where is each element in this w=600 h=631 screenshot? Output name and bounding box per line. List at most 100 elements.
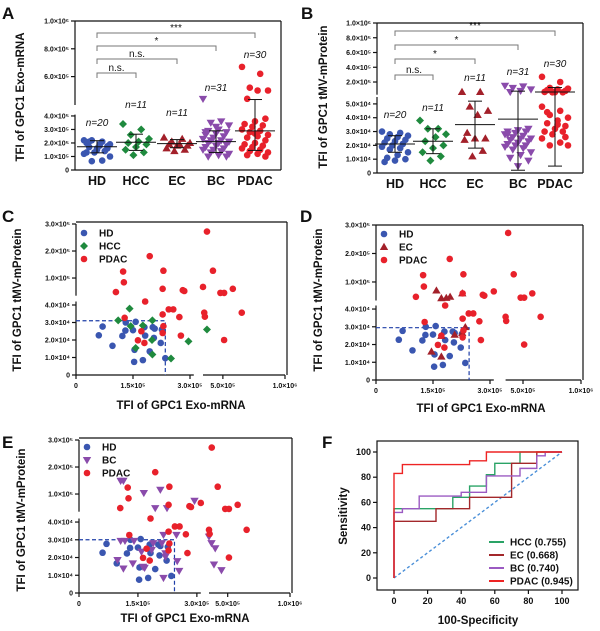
data-point [182,530,190,538]
data-point [161,553,170,561]
data-point [549,131,556,138]
data-point [141,339,148,347]
data-point [151,505,160,513]
data-point [140,564,149,573]
data-point [422,331,429,339]
y-tick-label: 6.0×10⁵ [346,50,371,57]
y-tick-label: 1.0×10⁵ [44,154,69,161]
n-label: n=31 [507,67,530,78]
group-BC: n=31 [196,83,236,161]
y-tick-label: 2.0×10⁵ [45,249,70,256]
data-point [225,505,233,513]
x-tick-label: 1.0×10⁶ [273,383,298,390]
panel-A: A 0 1.0×10⁵ 2.0×10⁵ 3.0×10⁵ 4.0×10⁵ 6.0×10⁵ 8.0… [2,4,282,188]
y-tick-label: 2.0×10⁴ [345,342,371,349]
y-tick-label: 8.0×10⁵ [44,46,69,53]
panel-letter: C [2,207,14,226]
data-point [262,115,269,122]
y-tick-label: 2.0×10⁴ [45,338,71,345]
data-point [114,316,123,325]
x-tick-label: 100 [554,596,569,606]
data-point [165,528,172,535]
data-point [246,84,254,92]
data-point [404,148,412,156]
data-point [396,144,404,152]
category-label: HCC [419,177,446,191]
data-point [490,288,498,295]
x-tick-label: 3.0×10⁵ [184,601,209,608]
data-point [386,146,394,153]
data-point [217,567,226,575]
data-point [450,330,459,338]
data-point [506,154,515,162]
group-HD: n=20 [77,118,117,165]
n-label: n=11 [125,100,147,111]
data-point [441,302,449,309]
legend-marker [82,457,92,465]
data-point [481,292,488,299]
y-axis-title: TFI of GPC1 tMV-mProtein [16,448,28,591]
group-HD: n=20 [375,110,415,166]
data-point [83,149,90,156]
data-point [147,515,154,522]
y-tick-label: 20 [361,548,371,558]
data-point [506,136,515,145]
data-point [441,344,448,351]
data-point [123,550,131,557]
data-point [465,102,474,110]
data-point [106,153,114,160]
legend-item: HCC [80,242,121,253]
data-point [95,331,103,339]
data-point [243,151,251,159]
n-label: n=20 [384,110,407,121]
panel-letter: B [301,4,313,23]
y-tick-label: 2.0×10⁵ [44,140,69,147]
legend-item: HD [80,229,113,240]
data-point [508,84,517,93]
data-point [442,130,450,139]
data-point [219,133,228,141]
data-point [172,531,181,540]
data-point [119,332,126,340]
y-tick-label: 2.0×10⁴ [346,143,372,150]
n-label: n=30 [244,50,267,61]
data-point [437,352,446,360]
cutoff-dashed-line [376,327,470,380]
data-point [528,290,536,297]
y-tick-label: 4.0×10⁴ [346,115,372,122]
y-tick-label: 1.0×10⁴ [345,360,371,367]
data-point [98,157,106,164]
data-point [159,285,166,293]
data-point [149,540,158,548]
group-HCC: n=11 [413,103,453,165]
y-axis-title: TFI of GPC1 tMV-mProtein [318,25,330,168]
data-point [546,142,554,149]
category-label: EC [466,177,483,191]
data-point [249,123,256,131]
data-point [202,325,211,334]
y-tick-label: 2.0×10⁵ [48,465,73,472]
data-point [481,134,490,142]
n-label: n=11 [422,103,444,114]
data-point [477,336,485,344]
data-point [381,158,388,166]
group-BC: n=31 [498,67,538,171]
data-point [465,310,473,317]
data-point [394,151,401,159]
data-point [151,325,158,332]
data-point [438,332,445,339]
group-EC: n=11 [157,108,197,155]
data-point [420,283,428,290]
legend-label: HCC (0.755) [510,538,566,549]
data-point [119,477,128,485]
data-point [180,145,189,153]
data-point [254,150,261,158]
x-tick-label: 0 [77,601,81,608]
x-tick-label: 1.5×10⁵ [121,383,146,390]
data-point [199,283,207,291]
x-tick-label: 1.0×10⁶ [278,601,303,608]
legend-label: PDAC [99,255,127,266]
data-point [418,148,427,157]
data-point [122,327,129,334]
y-tick-label: 0 [366,573,371,583]
